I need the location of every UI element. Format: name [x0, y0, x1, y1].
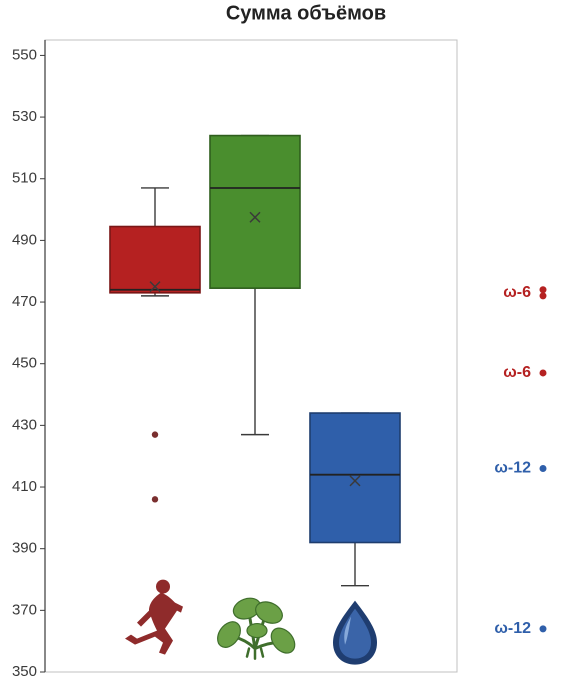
- annotation-label: ω-6: [503, 364, 531, 381]
- chart-title: Сумма объёмов: [226, 3, 386, 25]
- y-tick-label: 490: [12, 231, 37, 248]
- box: [110, 227, 200, 293]
- annotation-label: ω-12: [494, 460, 531, 477]
- chart-container: Сумма объёмов 350 370 390 410 430 450 470 490 510…: [0, 0, 572, 692]
- y-tick-label: 510: [12, 170, 37, 187]
- annotation-dot: [540, 292, 547, 299]
- box: [210, 136, 300, 289]
- chart-background: [0, 0, 572, 692]
- annotation-dot: [540, 625, 547, 632]
- box: [310, 413, 400, 542]
- y-tick-label: 350: [12, 663, 37, 680]
- y-tick-label: 530: [12, 108, 37, 125]
- y-tick-label: 410: [12, 478, 37, 495]
- annotation-dot: [540, 369, 547, 376]
- annotation-label: ω-6: [503, 284, 531, 301]
- y-tick-label: 430: [12, 416, 37, 433]
- outlier-point: [152, 431, 158, 437]
- boxplot-chart: Сумма объёмов 350 370 390 410 430 450 470 490 510…: [0, 0, 572, 692]
- annotation-dot: [540, 465, 547, 472]
- y-tick-label: 470: [12, 293, 37, 310]
- y-tick-label: 450: [12, 355, 37, 372]
- annotation-dot: [540, 286, 547, 293]
- y-tick-label: 550: [12, 46, 37, 63]
- annotation-label: ω-12: [494, 620, 531, 637]
- y-tick-label: 370: [12, 601, 37, 618]
- outlier-point: [152, 496, 158, 502]
- y-tick-label: 390: [12, 540, 37, 557]
